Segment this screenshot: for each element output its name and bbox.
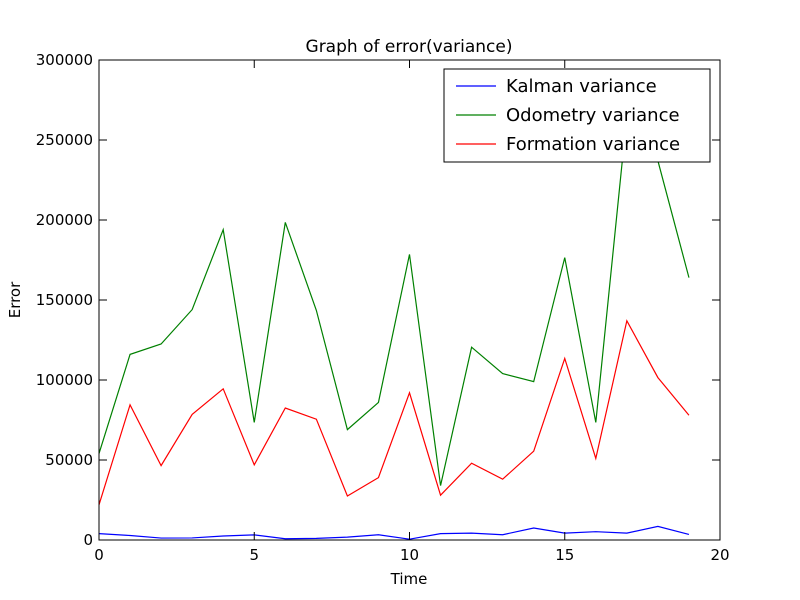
legend-label-1: Kalman variance xyxy=(506,76,657,97)
y-tick-label: 200000 xyxy=(36,211,93,229)
series-line-1 xyxy=(98,525,690,540)
y-tick-label: 150000 xyxy=(36,291,93,309)
legend: Kalman variance Odometry variance Formatio… xyxy=(443,68,711,163)
x-tick-label: 0 xyxy=(94,546,104,564)
y-tick-label: 250000 xyxy=(36,131,93,149)
y-axis-label: Error xyxy=(6,281,24,318)
y-tick-label: 300000 xyxy=(36,51,93,69)
y-tick-labels: 0 50000 100000 150000 200000 250000 300000 xyxy=(36,51,93,549)
y-tick-label: 0 xyxy=(83,531,93,549)
series-line-3 xyxy=(98,319,690,505)
legend-label-2: Odometry variance xyxy=(506,105,680,126)
x-tick-label: 20 xyxy=(710,546,729,564)
series-layer xyxy=(98,114,690,540)
y-tick-label: 50000 xyxy=(45,451,93,469)
x-tick-label: 5 xyxy=(249,546,259,564)
x-tick-label: 15 xyxy=(555,546,574,564)
series-line-2 xyxy=(98,114,690,486)
legend-entries: Kalman variance Odometry variance Formatio… xyxy=(456,76,680,155)
y-tick-label: 100000 xyxy=(36,371,93,389)
x-tick-labels: 0 5 10 15 20 xyxy=(94,546,729,564)
chart-title: Graph of error(variance) xyxy=(306,37,513,57)
legend-label-3: Formation variance xyxy=(506,134,680,155)
x-axis-label: Time xyxy=(390,570,428,588)
x-tick-label: 10 xyxy=(400,546,419,564)
plot-border xyxy=(98,59,721,541)
